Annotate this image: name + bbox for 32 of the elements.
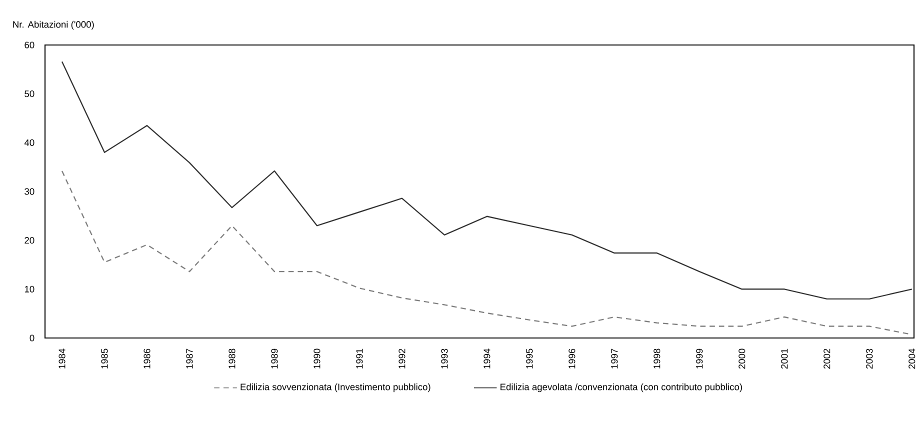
x-tick-label: 1988 — [228, 348, 236, 368]
legend-label: Edilizia sovvenzionata (Investimento pubblico) — [240, 383, 430, 392]
x-tick-label: 2000 — [738, 348, 746, 369]
y-axis-title: Nr. Abitazioni ('000) — [13, 20, 94, 30]
x-tick-label: 1990 — [314, 348, 320, 368]
x-tick-label: 1992 — [398, 348, 406, 368]
x-tick-label: 1985 — [101, 348, 108, 368]
y-tick-label: 60 — [24, 42, 34, 48]
y-tick-label: 10 — [24, 286, 34, 292]
x-tick-label: 1999 — [696, 348, 703, 368]
x-tick-label: 2002 — [824, 348, 830, 369]
x-tick-label: 1998 — [654, 348, 660, 368]
y-tick-label: 50 — [24, 90, 34, 98]
x-tick-label: 1996 — [568, 348, 576, 368]
x-tick-label: 1995 — [526, 348, 533, 368]
x-tick-label: 1993 — [441, 348, 448, 368]
line-series — [61, 61, 912, 300]
legend-label: Edilizia agevolata /convenzionata (con contributo pubblico) — [500, 383, 742, 392]
x-tick-label: 2001 — [781, 348, 788, 369]
x-tick-label: 2004 — [908, 348, 916, 369]
x-tick-label: 1997 — [611, 348, 618, 368]
x-tick-label: 1994 — [484, 348, 490, 368]
y-tick-label: 20 — [24, 237, 34, 244]
y-tick-label: 40 — [24, 139, 34, 146]
x-tick-label: 1987 — [186, 348, 193, 368]
y-tick-label: 30 — [24, 188, 34, 195]
x-tick-label: 1986 — [144, 348, 150, 368]
x-tick-label: 1989 — [271, 348, 278, 368]
x-tick-label: 1984 — [58, 348, 66, 368]
y-tick-label: 0 — [30, 334, 34, 342]
x-tick-label: 1991 — [356, 348, 363, 368]
x-tick-label: 2003 — [866, 348, 873, 369]
